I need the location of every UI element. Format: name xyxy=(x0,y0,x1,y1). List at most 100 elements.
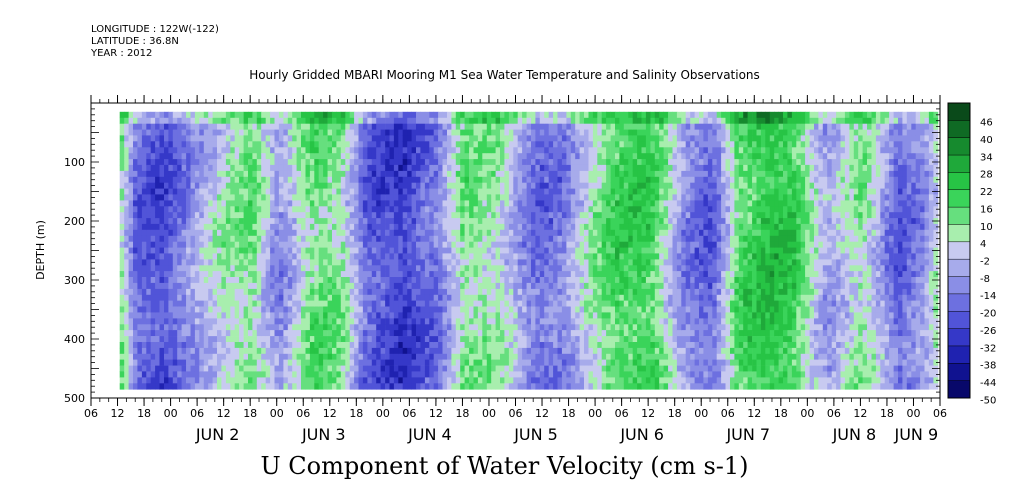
heatmap-cell xyxy=(500,164,505,172)
heatmap-cell xyxy=(553,318,558,325)
heatmap-cell xyxy=(539,312,545,319)
heatmap-cell xyxy=(199,212,205,219)
heatmap-cell xyxy=(243,300,249,307)
heatmap-cell xyxy=(199,336,205,343)
heatmap-cell xyxy=(438,194,443,201)
heatmap-cell xyxy=(265,342,271,349)
heatmap-cell xyxy=(159,188,165,195)
heatmap-cell xyxy=(442,123,448,130)
heatmap-cell xyxy=(212,188,218,195)
heatmap-cell xyxy=(354,271,359,278)
heatmap-cell xyxy=(438,300,443,307)
heatmap-cell xyxy=(164,176,169,184)
heatmap-cell xyxy=(177,241,182,248)
heatmap-cell xyxy=(318,200,324,207)
heatmap-cell xyxy=(584,271,589,278)
heatmap-cell xyxy=(407,241,412,248)
heatmap-cell xyxy=(376,377,381,384)
heatmap-cell xyxy=(584,359,589,366)
heatmap-cell xyxy=(500,353,505,361)
heatmap-cell xyxy=(314,371,320,378)
heatmap-cell xyxy=(508,359,514,366)
heatmap-cell xyxy=(548,265,554,272)
heatmap-cell xyxy=(367,188,373,195)
heatmap-cell xyxy=(584,282,589,290)
heatmap-cell xyxy=(199,271,205,278)
heatmap-cell xyxy=(146,206,152,213)
heatmap-cell xyxy=(486,312,492,319)
heatmap-cell xyxy=(296,353,302,361)
heatmap-cell xyxy=(561,253,567,260)
heatmap-cell xyxy=(349,147,355,154)
heatmap-cell xyxy=(473,153,479,160)
heatmap-cell xyxy=(283,170,289,178)
heatmap-cell xyxy=(380,170,386,178)
heatmap-cell xyxy=(442,288,448,296)
heatmap-cell xyxy=(327,336,333,343)
heatmap-cell xyxy=(314,159,320,166)
heatmap-cell xyxy=(442,229,448,237)
heatmap-cell xyxy=(217,318,222,325)
heatmap-cell xyxy=(526,129,532,136)
heatmap-cell xyxy=(429,383,435,390)
heatmap-cell xyxy=(548,170,554,178)
heatmap-cell xyxy=(544,194,549,201)
heatmap-cell xyxy=(301,318,306,325)
heatmap-cell xyxy=(243,123,249,130)
heatmap-cell xyxy=(473,259,479,266)
heatmap-cell xyxy=(309,318,315,325)
heatmap-cell xyxy=(128,111,134,119)
heatmap-cell xyxy=(482,336,488,343)
heatmap-cell xyxy=(526,147,532,154)
heatmap-cell xyxy=(296,147,302,154)
heatmap-cell xyxy=(495,159,501,166)
heatmap-cell xyxy=(486,117,492,125)
heatmap-cell xyxy=(473,188,479,195)
heatmap-cell xyxy=(477,111,483,119)
heatmap-cell xyxy=(398,212,404,219)
heatmap-cell xyxy=(150,229,156,237)
heatmap-cell xyxy=(146,153,152,160)
heatmap-cell xyxy=(380,342,386,349)
heatmap-cell xyxy=(194,123,200,130)
heatmap-cell xyxy=(455,318,461,325)
heatmap-cell xyxy=(212,164,218,172)
heatmap-cell xyxy=(190,282,196,290)
heatmap-cell xyxy=(234,135,240,142)
heatmap-cell xyxy=(579,164,585,172)
heatmap-cell xyxy=(385,164,390,172)
heatmap-cell xyxy=(194,282,200,290)
heatmap-cell xyxy=(544,200,549,207)
heatmap-cell xyxy=(438,123,443,130)
heatmap-cell xyxy=(146,324,152,331)
heatmap-cell xyxy=(287,294,293,302)
heatmap-cell xyxy=(309,147,315,154)
heatmap-cell xyxy=(358,247,364,254)
heatmap-cell xyxy=(323,306,328,313)
heatmap-cell xyxy=(274,194,280,201)
heatmap-cell xyxy=(296,194,302,201)
heatmap-cell xyxy=(544,359,549,366)
heatmap-cell xyxy=(561,365,567,372)
heatmap-cell xyxy=(460,159,465,166)
heatmap-cell xyxy=(575,336,580,343)
heatmap-cell xyxy=(252,117,258,125)
heatmap-cell xyxy=(482,342,488,349)
heatmap-cell xyxy=(535,135,541,142)
heatmap-cell xyxy=(332,170,337,178)
heatmap-cell xyxy=(416,265,421,272)
heatmap-cell xyxy=(217,306,222,313)
heatmap-cell xyxy=(168,159,174,166)
heatmap-cell xyxy=(460,229,465,237)
heatmap-cell xyxy=(464,182,470,189)
heatmap-cell xyxy=(508,277,514,284)
heatmap-cell xyxy=(553,359,558,366)
heatmap-cell xyxy=(469,235,474,243)
heatmap-cell xyxy=(217,282,222,290)
heatmap-cell xyxy=(455,330,461,337)
heatmap-cell xyxy=(438,200,443,207)
heatmap-cell xyxy=(398,223,404,231)
heatmap-cell xyxy=(265,123,271,130)
heatmap-cell xyxy=(584,164,589,172)
heatmap-cell xyxy=(402,353,408,361)
